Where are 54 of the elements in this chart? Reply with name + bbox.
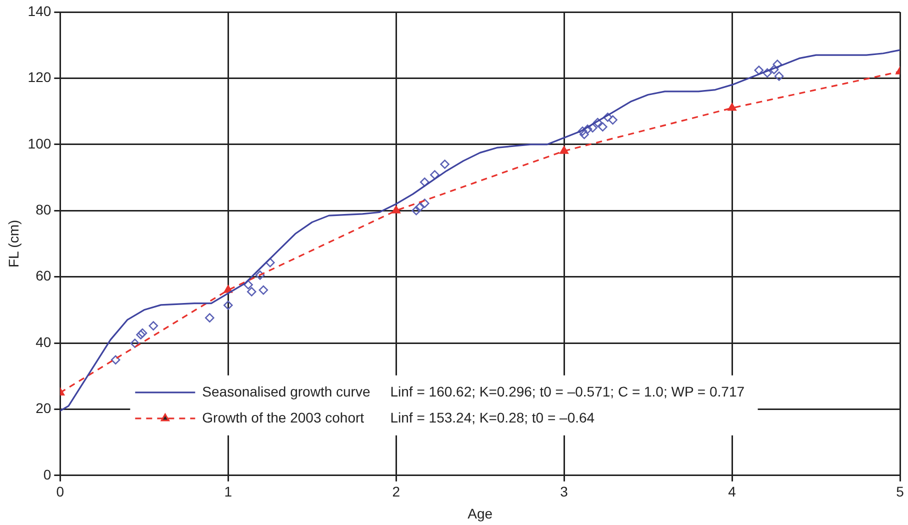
point — [148, 321, 158, 330]
point — [754, 66, 764, 75]
y-tick-label: 120 — [28, 69, 52, 86]
y-axis-title: FL (cm) — [5, 220, 22, 268]
y-tick-label: 20 — [36, 400, 52, 416]
x-tick-label: 2 — [392, 484, 400, 500]
x-tick-label: 1 — [224, 484, 232, 500]
y-tick-label: 0 — [43, 466, 52, 482]
point — [205, 313, 214, 322]
point — [258, 285, 268, 295]
annotation: Linf = 160.62; K=0.296; t0 = –0.571; C = 1.0; WP = 0.717 — [390, 383, 745, 400]
point — [774, 72, 784, 81]
x-tick-label: 5 — [896, 484, 904, 500]
point — [244, 280, 253, 290]
y-tick-label: 100 — [28, 135, 52, 152]
point — [603, 112, 612, 122]
point — [412, 206, 421, 216]
point — [430, 170, 440, 180]
x-tick-label: 0 — [56, 484, 64, 500]
point — [255, 270, 265, 280]
y-tick-label: 140 — [28, 2, 52, 19]
annotation: Linf = 153.24; K=0.28; t0 = –0.64 — [390, 409, 595, 426]
y-tick-label: 40 — [36, 334, 52, 350]
point — [608, 115, 618, 125]
y-tick-label: 60 — [36, 268, 52, 284]
legend-label: Growth of the 2003 cohort — [202, 409, 364, 426]
point — [593, 118, 602, 128]
point — [580, 130, 589, 140]
y-tick-label: 80 — [36, 201, 52, 218]
point — [762, 68, 772, 78]
point — [728, 103, 736, 111]
point — [560, 146, 568, 154]
point — [414, 202, 424, 212]
point — [588, 123, 598, 132]
point — [138, 328, 148, 338]
point — [582, 124, 592, 134]
point — [578, 126, 588, 136]
point — [223, 300, 233, 310]
x-axis-title: Age — [468, 505, 493, 522]
point — [772, 60, 782, 69]
point — [136, 330, 146, 340]
x-tick-label: 3 — [560, 484, 568, 500]
point — [224, 285, 232, 293]
point — [440, 160, 450, 169]
point — [769, 64, 779, 74]
point — [110, 355, 120, 365]
point — [392, 206, 400, 214]
point — [246, 287, 256, 296]
point — [420, 198, 430, 208]
point — [130, 338, 140, 348]
point — [598, 122, 608, 132]
x-tick-label: 4 — [728, 484, 736, 500]
point — [420, 177, 430, 187]
legend-label: Seasonalised growth curve — [202, 383, 370, 400]
